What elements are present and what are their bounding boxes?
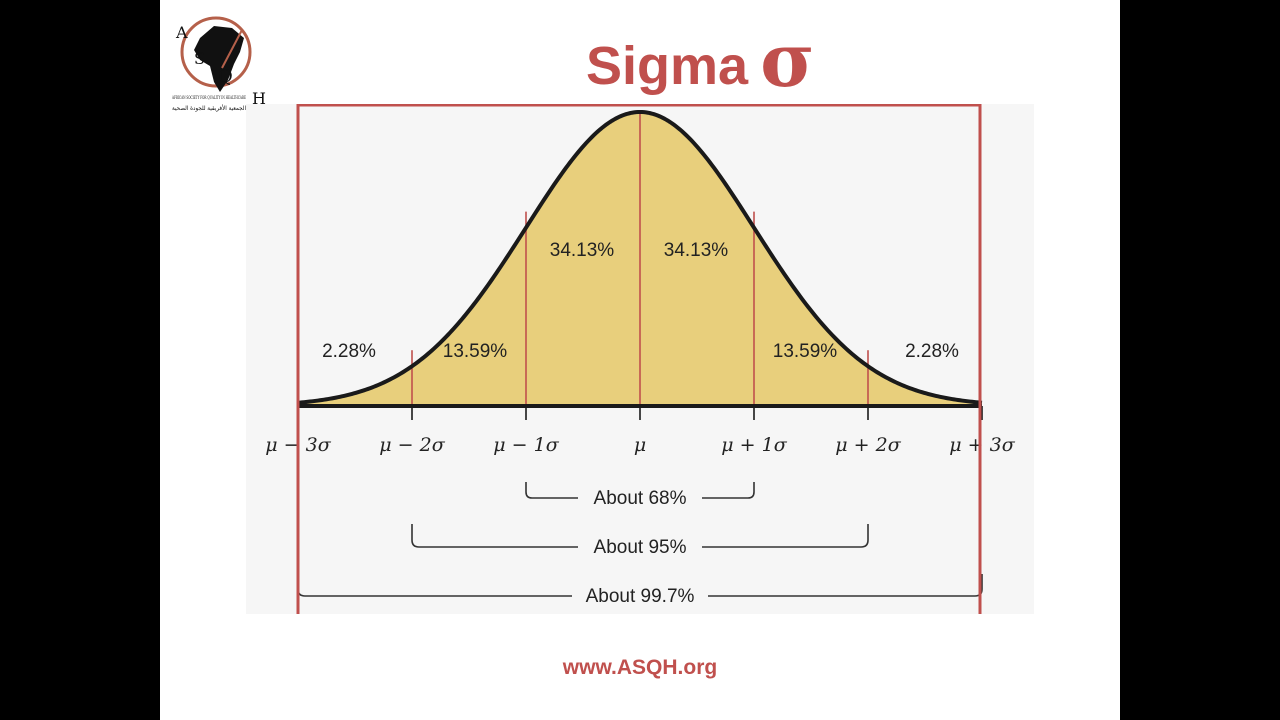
tick-label-mean: μ bbox=[634, 434, 646, 456]
logo-tagline-ar: الجمعية الأفريقية للجودة الصحية bbox=[172, 104, 246, 112]
logo-letter-s: S bbox=[194, 49, 205, 68]
region-label-right-tail: 2.28% bbox=[905, 341, 959, 362]
range-label-68: About 68% bbox=[594, 488, 687, 509]
range-label-99-7: About 99.7% bbox=[586, 586, 695, 607]
region-label-left-tail: 2.28% bbox=[322, 341, 376, 362]
sigma-dividers bbox=[411, 112, 869, 406]
logo-letter-a: A bbox=[175, 23, 188, 42]
highlight-frame bbox=[296, 104, 982, 614]
tick-label-plus-2sigma: μ + 2σ bbox=[835, 434, 901, 456]
sigma-symbol: σ bbox=[760, 18, 815, 104]
bell-curve bbox=[297, 109, 983, 405]
footer-url: www.ASQH.org bbox=[562, 656, 718, 679]
slide: A S Q H AFRICAN SOCIETY FOR QUALITY IN H… bbox=[160, 0, 1120, 720]
africa-icon bbox=[194, 26, 244, 92]
title-text: Sigma bbox=[586, 36, 749, 96]
range-bracket-68 bbox=[525, 482, 755, 499]
logo-letter-q: Q bbox=[218, 66, 233, 87]
logo-tagline-en: AFRICAN SOCIETY FOR QUALITY IN HEALTHCAR… bbox=[171, 95, 246, 100]
region-label-right-2sigma: 13.59% bbox=[773, 341, 838, 362]
range-bracket-95 bbox=[411, 524, 869, 548]
tick-label-plus-3sigma: μ + 3σ bbox=[949, 434, 1015, 456]
tick-label-minus-1sigma: μ − 1σ bbox=[493, 434, 559, 456]
asqh-logo: A S Q H AFRICAN SOCIETY FOR QUALITY IN H… bbox=[171, 16, 266, 112]
logo-ring bbox=[180, 16, 252, 88]
region-label-right-1sigma: 34.13% bbox=[664, 240, 729, 261]
tick-label-plus-1sigma: μ + 1σ bbox=[721, 434, 787, 456]
range-label-95: About 95% bbox=[594, 537, 687, 558]
logo-letter-h: H bbox=[252, 89, 266, 108]
region-label-left-1sigma: 34.13% bbox=[550, 240, 615, 261]
tick-label-minus-2sigma: μ − 2σ bbox=[379, 434, 445, 456]
logo-pen bbox=[221, 29, 243, 69]
slide-title: Sigma σ bbox=[586, 18, 815, 104]
normal-distribution-diagram: 2.28% 13.59% 34.13% 34.13% 13.59% 2.28% … bbox=[246, 104, 1034, 614]
region-label-left-2sigma: 13.59% bbox=[443, 341, 508, 362]
